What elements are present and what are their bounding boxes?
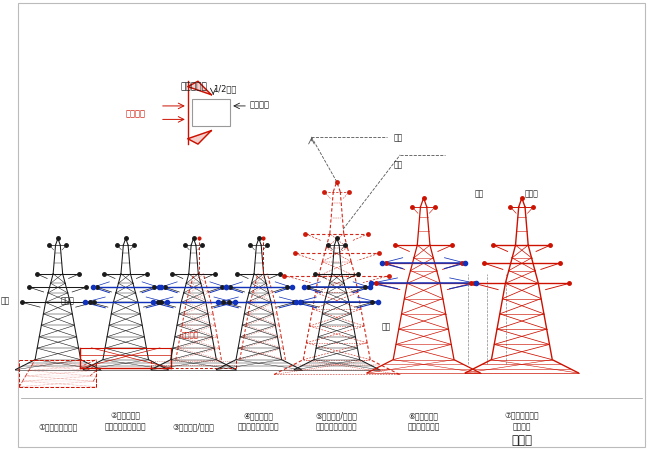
- Text: ⑦既設鉄塔撤去
　完　成: ⑦既設鉄塔撤去 完 成: [504, 410, 539, 431]
- Text: 既設鉄塔: 既設鉄塔: [250, 100, 269, 109]
- Text: ②２Ｌ側停電
　２Ｌ仮アーム取付: ②２Ｌ側停電 ２Ｌ仮アーム取付: [105, 410, 146, 431]
- Text: ⑤１Ｌ偁１/２組立
地線，１Ｌ電線移線: ⑤１Ｌ偁１/２組立 地線，１Ｌ電線移線: [316, 410, 358, 431]
- Text: 移線: 移線: [394, 160, 403, 169]
- Text: 連結治具: 連結治具: [182, 330, 199, 337]
- Text: 【平面図】: 【平面図】: [181, 82, 208, 91]
- Text: 移線: 移線: [394, 133, 403, 142]
- Text: ⑥２Ｌ側停電
　２Ｌ電線移線: ⑥２Ｌ側停電 ２Ｌ電線移線: [408, 410, 440, 431]
- Text: ①可能高まで組立: ①可能高まで組立: [38, 422, 77, 431]
- Polygon shape: [188, 131, 211, 145]
- Text: ，１Ｌ: ，１Ｌ: [525, 189, 539, 198]
- Text: 完　成: 完 成: [512, 433, 532, 446]
- Polygon shape: [188, 82, 211, 96]
- Text: 1/2新材: 1/2新材: [213, 84, 237, 93]
- Text: ，１Ｌ: ，１Ｌ: [61, 296, 75, 305]
- Text: ③２Ｌ偁１/２組立: ③２Ｌ偁１/２組立: [173, 422, 214, 431]
- Text: 移線: 移線: [381, 322, 391, 331]
- Text: ２Ｌ: ２Ｌ: [0, 296, 10, 305]
- Text: ④１Ｌ側停電
　１Ｌ仮アーム取付: ④１Ｌ側停電 １Ｌ仮アーム取付: [238, 410, 280, 431]
- Text: 連結治具: 連結治具: [125, 109, 145, 118]
- Text: ２Ｌ: ２Ｌ: [474, 189, 484, 198]
- Bar: [192, 100, 230, 127]
